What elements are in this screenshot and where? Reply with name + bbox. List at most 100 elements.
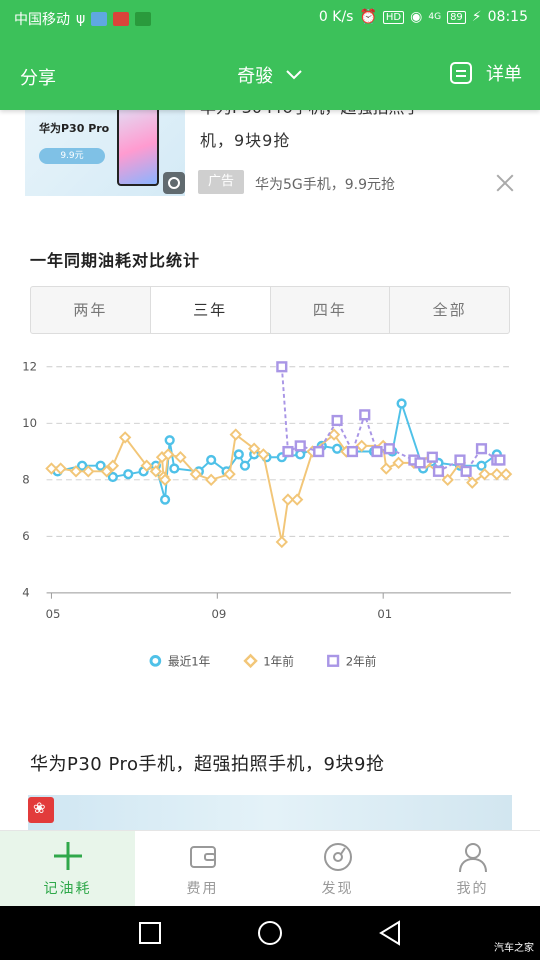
data-point: [294, 440, 306, 452]
tab-two-years[interactable]: 两年: [31, 287, 151, 333]
period-tabs: 两年 三年 四年 全部: [30, 286, 510, 334]
data-point: [460, 465, 472, 477]
data-point: [355, 439, 368, 453]
tab-three-years[interactable]: 三年: [150, 287, 271, 333]
watermark: 汽车之家: [494, 943, 534, 954]
y-tick-label: 10: [22, 416, 37, 430]
data-point: [466, 476, 479, 489]
data-point: [327, 428, 341, 441]
close-icon[interactable]: [494, 172, 516, 194]
data-point: [276, 361, 288, 373]
series-line: [51, 432, 507, 543]
app-notification-icon: [91, 12, 108, 26]
data-point: [380, 462, 393, 475]
ad-image-brand: 华为P30 Pro: [39, 122, 110, 135]
data-point: [275, 535, 288, 549]
data-point: [229, 428, 242, 441]
list-icon: [450, 62, 472, 84]
user-icon: [458, 843, 487, 873]
article-title[interactable]: 华为P30 Pro手机，超强拍照手机，9块9抢: [30, 754, 385, 775]
battery-icon: 89: [447, 10, 466, 24]
data-point: [257, 448, 270, 461]
stock-notification-icon: [113, 12, 130, 26]
fuel-consumption-chart: 4 6 8 10 12 05 09 01 最近1年 1年前 2年前: [22, 360, 513, 669]
data-point: [359, 409, 371, 421]
back-icon[interactable]: [378, 920, 402, 946]
data-point: [331, 414, 343, 427]
data-point: [414, 457, 426, 469]
home-icon[interactable]: [257, 920, 283, 946]
data-point: [174, 451, 187, 464]
data-point: [107, 471, 118, 483]
x-tick-label: 09: [211, 607, 226, 621]
ad-image[interactable]: 华为P30 Pro 9.9元: [25, 96, 185, 196]
x-tick-label: 05: [46, 607, 61, 621]
data-point: [247, 442, 261, 455]
usb-icon: ψ: [76, 11, 86, 27]
signal-icon: 4G: [428, 12, 442, 22]
data-point: [392, 456, 405, 470]
recent-apps-icon[interactable]: [139, 922, 161, 944]
data-point: [106, 459, 120, 472]
data-point: [140, 459, 153, 472]
data-point: [161, 448, 175, 461]
data-point: [426, 451, 438, 463]
data-point: [206, 454, 217, 466]
wallet-icon: [189, 846, 216, 868]
section-title: 一年同期油耗对比统计: [30, 251, 201, 270]
system-nav-bar: 汽车之家: [0, 906, 540, 960]
x-tick-label: 01: [377, 607, 392, 621]
data-point: [77, 460, 88, 471]
data-point: [164, 435, 175, 446]
camera-icon: [163, 172, 185, 194]
wechat-notification-icon: [135, 12, 152, 26]
ad-subtitle[interactable]: 华为5G手机，9.9元抢: [255, 177, 396, 193]
nav-mine[interactable]: 我的: [405, 831, 540, 907]
y-tick-label: 12: [22, 360, 37, 374]
data-point: [313, 445, 325, 458]
legend-label: 2年前: [346, 655, 377, 669]
data-point: [204, 473, 218, 487]
ad-badge: 广告: [198, 170, 244, 194]
series-line: [57, 399, 498, 500]
clock-time: 08:15: [487, 9, 528, 25]
data-point: [478, 467, 491, 481]
chevron-down-icon: [286, 70, 302, 80]
tab-four-years[interactable]: 四年: [271, 287, 391, 333]
data-point: [159, 494, 171, 505]
data-point: [396, 398, 407, 409]
tab-all[interactable]: 全部: [432, 301, 467, 319]
data-point: [499, 467, 513, 481]
carrier-label: 中国移动: [14, 12, 70, 28]
data-point: [332, 443, 343, 454]
status-left: 中国移动 ψ: [14, 9, 152, 29]
data-point: [494, 454, 506, 466]
detail-button[interactable]: 详单: [450, 60, 522, 86]
nav-expenses-label: 费用: [186, 881, 219, 897]
data-point: [432, 465, 445, 477]
app-header: 中国移动 ψ 0 K/s ⏰ HD ◉ 4G 89 ⚡ 08:15 分享 奇骏 …: [0, 0, 540, 110]
car-name: 奇骏: [237, 66, 274, 87]
status-right: 0 K/s ⏰ HD ◉ 4G 89 ⚡ 08:15: [319, 9, 528, 25]
article-image[interactable]: [28, 795, 512, 835]
nav-discover[interactable]: 发现: [270, 831, 405, 907]
y-tick-label: 8: [22, 473, 29, 487]
nav-expenses[interactable]: 费用: [135, 831, 270, 907]
data-point: [281, 493, 295, 506]
legend-label: 最近1年: [168, 655, 211, 669]
title-bar: 分享 奇骏 详单: [0, 46, 540, 102]
data-point: [123, 469, 134, 480]
share-button[interactable]: 分享: [20, 68, 56, 89]
ad-title-line2[interactable]: 机，9块9抢: [200, 131, 291, 150]
data-point: [346, 445, 359, 458]
nav-record-fuel[interactable]: 记油耗: [0, 831, 135, 907]
nav-record-fuel-label: 记油耗: [43, 881, 92, 897]
pinduoduo-logo-icon: [28, 797, 54, 823]
data-point: [290, 493, 304, 506]
data-point: [233, 449, 244, 460]
nav-mine-label: 我的: [456, 881, 489, 897]
status-bar: 中国移动 ψ 0 K/s ⏰ HD ◉ 4G 89 ⚡ 08:15: [0, 0, 540, 36]
data-point: [82, 465, 95, 478]
car-selector[interactable]: 奇骏: [0, 62, 540, 88]
data-point: [54, 462, 67, 475]
